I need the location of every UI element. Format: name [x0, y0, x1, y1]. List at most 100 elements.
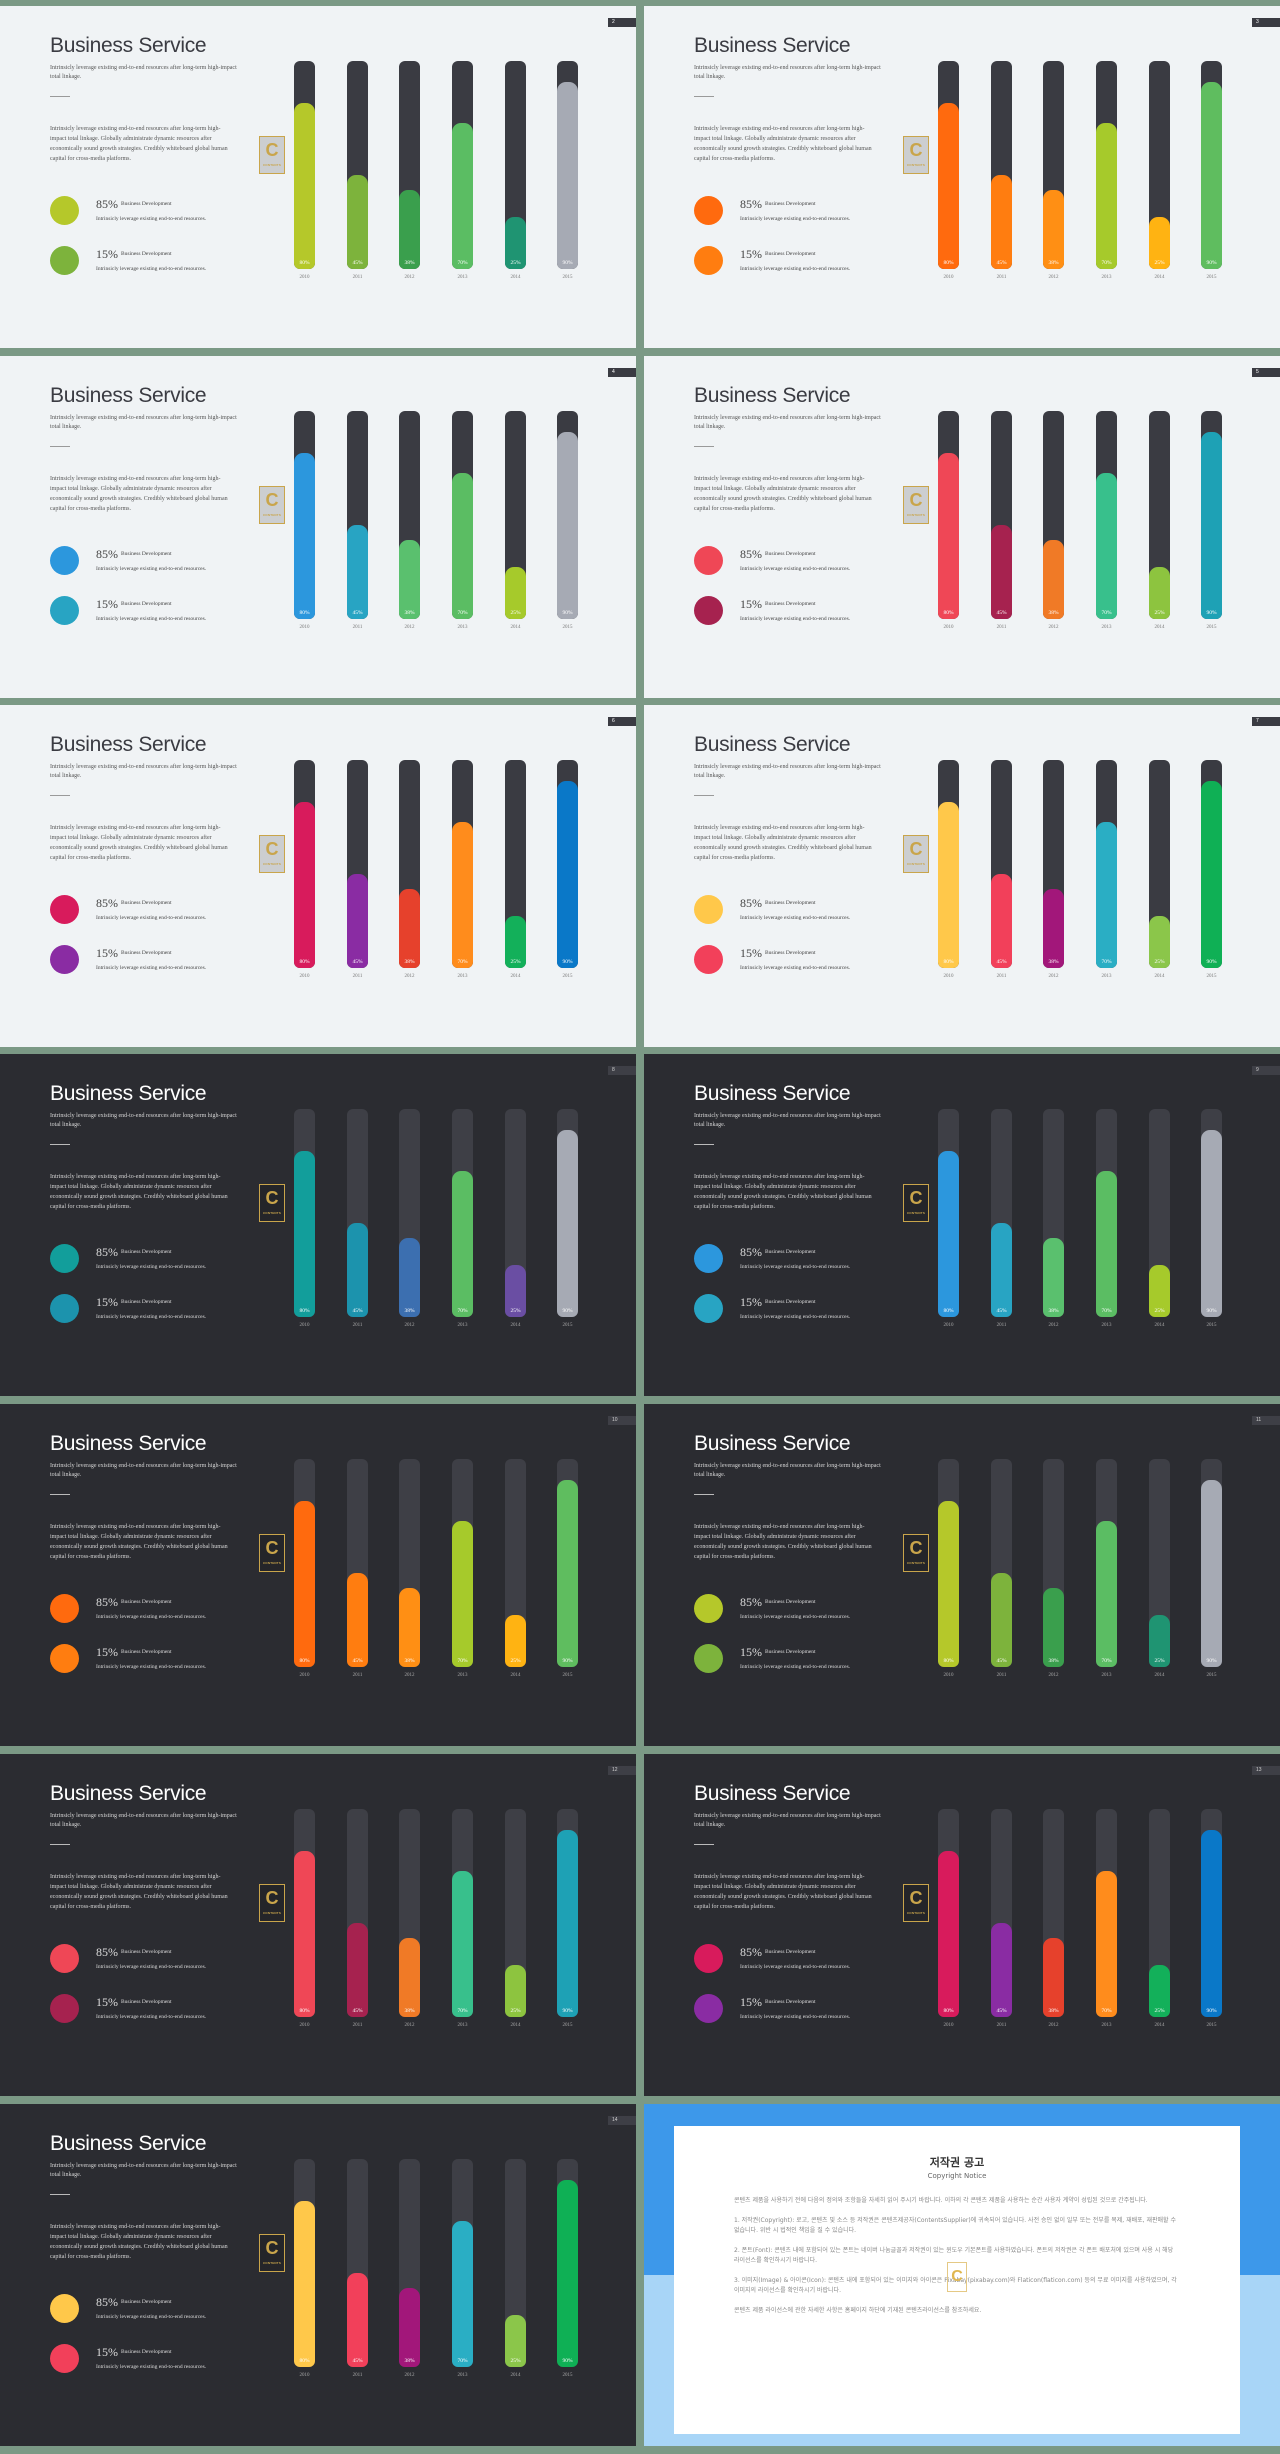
bar-track: 90%	[1201, 61, 1222, 269]
legend-label: Business Development	[121, 2299, 172, 2306]
bar-value-label: 45%	[996, 2008, 1007, 2014]
slide-title: Business Service	[50, 1082, 207, 1105]
legend-item: 85% Business Development Intrinsicly lever…	[740, 894, 890, 921]
slide: 10 Business Service Intrinsicly leverage e…	[0, 1404, 636, 1746]
bar-value-label: 25%	[1154, 2008, 1165, 2014]
watermark-text: CONTENTS	[906, 163, 926, 167]
legend-item: 85% Business Development Intrinsicly lever…	[96, 545, 246, 572]
bar-value-label: 90%	[1206, 1658, 1217, 1664]
bar-fill	[938, 453, 959, 619]
bar-track: 45%	[347, 1459, 368, 1667]
legend-percent: 85%	[740, 546, 762, 561]
year-label: 2011	[352, 2373, 363, 2378]
bar-fill	[399, 1938, 420, 2017]
bar-value-label: 80%	[299, 959, 310, 965]
bar-value-label: 25%	[510, 1658, 521, 1664]
legend-item: 15% Business Development Intrinsicly lever…	[96, 1293, 246, 1320]
bar-fill	[294, 1151, 315, 1317]
bar-value-label: 25%	[510, 959, 521, 965]
bar-track: 25%	[505, 411, 526, 619]
bar-track: 38%	[399, 760, 420, 968]
slide-subtitle: Intrinsicly leverage existing end-to-end…	[694, 415, 881, 430]
copyright-subtitle: Copyright Notice	[927, 2172, 987, 2180]
year-label: 2013	[457, 275, 468, 280]
year-label: 2010	[299, 275, 310, 280]
legend-label: Business Development	[765, 1649, 816, 1656]
year-label: 2010	[943, 1323, 954, 1328]
bar-track: 38%	[399, 1109, 420, 1317]
year-label: 2011	[996, 1673, 1007, 1678]
legend-dot	[694, 945, 723, 974]
slide: 5 Business Service Intrinsicly leverage ex…	[644, 356, 1280, 698]
year-label: 2015	[1206, 974, 1217, 979]
bar-track: 70%	[1096, 760, 1117, 968]
year-label: 2012	[404, 275, 415, 280]
watermark-text: CONTENTS	[906, 1211, 926, 1215]
legend-label: Business Development	[121, 201, 172, 208]
bar-value-label: 45%	[996, 260, 1007, 266]
legend-description: Intrinsicly leverage existing end-to-end…	[96, 1964, 207, 1970]
bar-fill	[399, 2288, 420, 2367]
legend-percent: 15%	[96, 1294, 118, 1309]
bar-value-label: 90%	[562, 2358, 573, 2364]
bar-fill	[1201, 781, 1222, 968]
legend-item: 15% Business Development Intrinsicly lever…	[96, 1993, 246, 2020]
bar-track: 38%	[399, 1809, 420, 2017]
legend-description: Intrinsicly leverage existing end-to-end…	[740, 1264, 851, 1270]
year-label: 2011	[352, 625, 363, 630]
bar-value-label: 70%	[457, 2008, 468, 2014]
slide: 7 Business Service Intrinsicly leverage ex…	[644, 705, 1280, 1047]
legend-item: 15% Business Development Intrinsicly lever…	[740, 245, 890, 272]
bar-track: 45%	[991, 1809, 1012, 2017]
bar-track: 80%	[938, 1809, 959, 2017]
year-label: 2013	[1101, 1323, 1112, 1328]
year-label: 2013	[457, 625, 468, 630]
year-label: 2012	[404, 1673, 415, 1678]
bar-fill	[557, 1480, 578, 1667]
year-label: 2013	[1101, 625, 1112, 630]
bar-value-label: 25%	[1154, 260, 1165, 266]
legend-dot	[694, 1294, 723, 1323]
bar-value-label: 45%	[996, 1658, 1007, 1664]
bar-value-label: 90%	[562, 1658, 573, 1664]
legend-percent: 15%	[740, 1644, 762, 1659]
bar-fill	[1201, 432, 1222, 619]
year-label: 2014	[510, 1673, 521, 1678]
bar-value-label: 90%	[562, 1308, 573, 1314]
bar-value-label: 38%	[404, 2358, 415, 2364]
body-text: Intrinsicly leverage existing end-to-end…	[694, 825, 872, 861]
copyright-paragraph: 콘텐츠 제품 라이선스에 관한 자세한 사항은 홈페이지 하단에 기재된 콘텐츠…	[734, 2307, 982, 2314]
bar-fill	[1043, 190, 1064, 269]
bar-fill	[505, 217, 526, 269]
page-number: 14	[608, 2116, 636, 2125]
legend-percent: 15%	[96, 246, 118, 261]
slide-subtitle: Intrinsicly leverage existing end-to-end…	[50, 65, 237, 80]
legend-item: 85% Business Development Intrinsicly lever…	[96, 2293, 246, 2320]
legend-label: Business Development	[765, 551, 816, 558]
legend-item: 15% Business Development Intrinsicly lever…	[740, 1643, 890, 1670]
year-label: 2012	[404, 974, 415, 979]
legend-label: Business Development	[121, 2349, 172, 2356]
bar-fill	[1043, 1588, 1064, 1667]
legend-item: 15% Business Development Intrinsicly lever…	[96, 1643, 246, 1670]
divider	[50, 1494, 70, 1495]
bar-value-label: 70%	[457, 1308, 468, 1314]
slide-title: Business Service	[50, 34, 207, 57]
bar-value-label: 45%	[996, 1308, 1007, 1314]
page-number: 3	[1252, 18, 1280, 27]
bar-fill	[1096, 1171, 1117, 1317]
bar-fill	[938, 1151, 959, 1317]
body-text: Intrinsicly leverage existing end-to-end…	[50, 1174, 228, 1210]
bar-value-label: 70%	[1101, 959, 1112, 965]
legend-dot	[50, 1594, 79, 1623]
bar-track: 70%	[452, 411, 473, 619]
watermark-logo: C CONTENTS	[259, 486, 285, 524]
bar-fill	[347, 175, 368, 269]
legend-description: Intrinsicly leverage existing end-to-end…	[96, 566, 207, 572]
legend-item: 15% Business Development Intrinsicly lever…	[740, 1293, 890, 1320]
legend-dot	[694, 546, 723, 575]
year-label: 2010	[943, 275, 954, 280]
bar-track: 80%	[294, 2159, 315, 2367]
bar-track: 80%	[294, 61, 315, 269]
bar-fill	[991, 175, 1012, 269]
